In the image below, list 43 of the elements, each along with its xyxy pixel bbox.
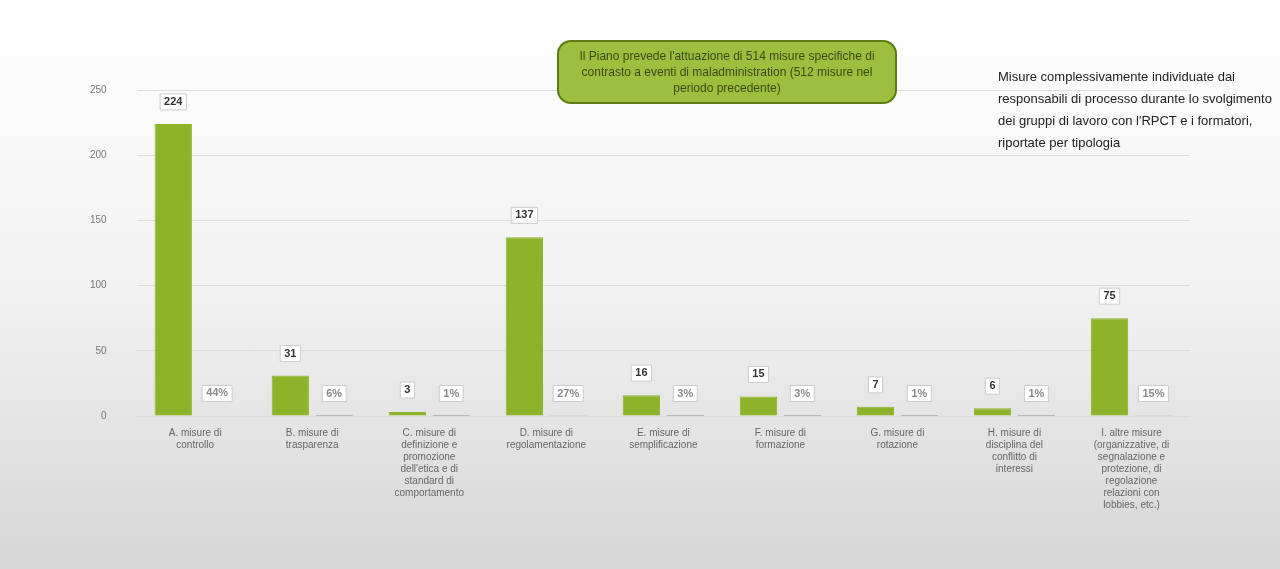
x-tick-label: F. misure di formazione (754, 426, 806, 450)
y-tick-label: 250 (90, 83, 108, 95)
y-tick-label: 100 (90, 279, 108, 291)
data-label: 137 (515, 208, 534, 221)
bar (1090, 318, 1129, 416)
data-label: 1% (443, 386, 460, 399)
bar (856, 406, 895, 416)
data-label: 6% (326, 386, 343, 399)
data-label: 3% (794, 386, 811, 399)
bar (154, 123, 192, 416)
data-label: 6 (989, 379, 996, 392)
data-label: 15% (1142, 386, 1165, 399)
bar (622, 395, 661, 416)
bar (973, 408, 1012, 416)
x-tick-label: E. misure di semplificazione (629, 426, 698, 450)
bar (739, 396, 778, 416)
y-tick-label: 50 (95, 344, 108, 356)
y-tick-label: 150 (90, 214, 108, 226)
data-label: 3 (404, 383, 411, 396)
y-tick-label: 0 (101, 409, 108, 421)
data-label: 16 (635, 366, 648, 379)
data-label: 27% (557, 386, 580, 399)
data-label: 44% (206, 386, 229, 399)
x-tick-label: B. misure di trasparenza (285, 426, 340, 450)
bar (271, 375, 309, 416)
callout-box: Il Piano prevede l'attuazione di 514 misure specifiche di contrasto a eventi di maladministration (512 misure nel periodo precedente) (557, 40, 897, 104)
data-label: 31 (284, 346, 297, 359)
bar (505, 237, 544, 416)
x-tick-label: C. misure di definizione e promozione dell'etica e di standard di comportamento (394, 426, 465, 498)
data-label: 1% (1028, 386, 1045, 399)
x-tick-label: G. misure di rotazione (870, 426, 925, 450)
data-label: 15 (752, 367, 765, 380)
data-label: 224 (164, 94, 184, 107)
x-tick-label: D. misure di regolamentazione (506, 426, 587, 450)
side-note: Misure complessivamente individuate dai responsabili di processo durante lo svolgimento dei gruppi di lavoro con l'RPCT e i formatori, riportate per tipologia (998, 68, 1273, 152)
x-tick-label: H. misure di disciplina del conflitto di interessi (985, 426, 1044, 474)
y-tick-label: 200 (90, 148, 108, 160)
data-label: 1% (911, 386, 928, 399)
x-tick-label: I. altre misure (organizzative, di segnalazione e protezione, di regolazione relazioni con lobbies, etc.) (1093, 426, 1170, 510)
x-tick-label: A. misure di controllo (168, 426, 222, 450)
data-label: 7 (872, 377, 879, 390)
data-label: 3% (677, 386, 694, 399)
data-label: 75 (1103, 289, 1116, 302)
